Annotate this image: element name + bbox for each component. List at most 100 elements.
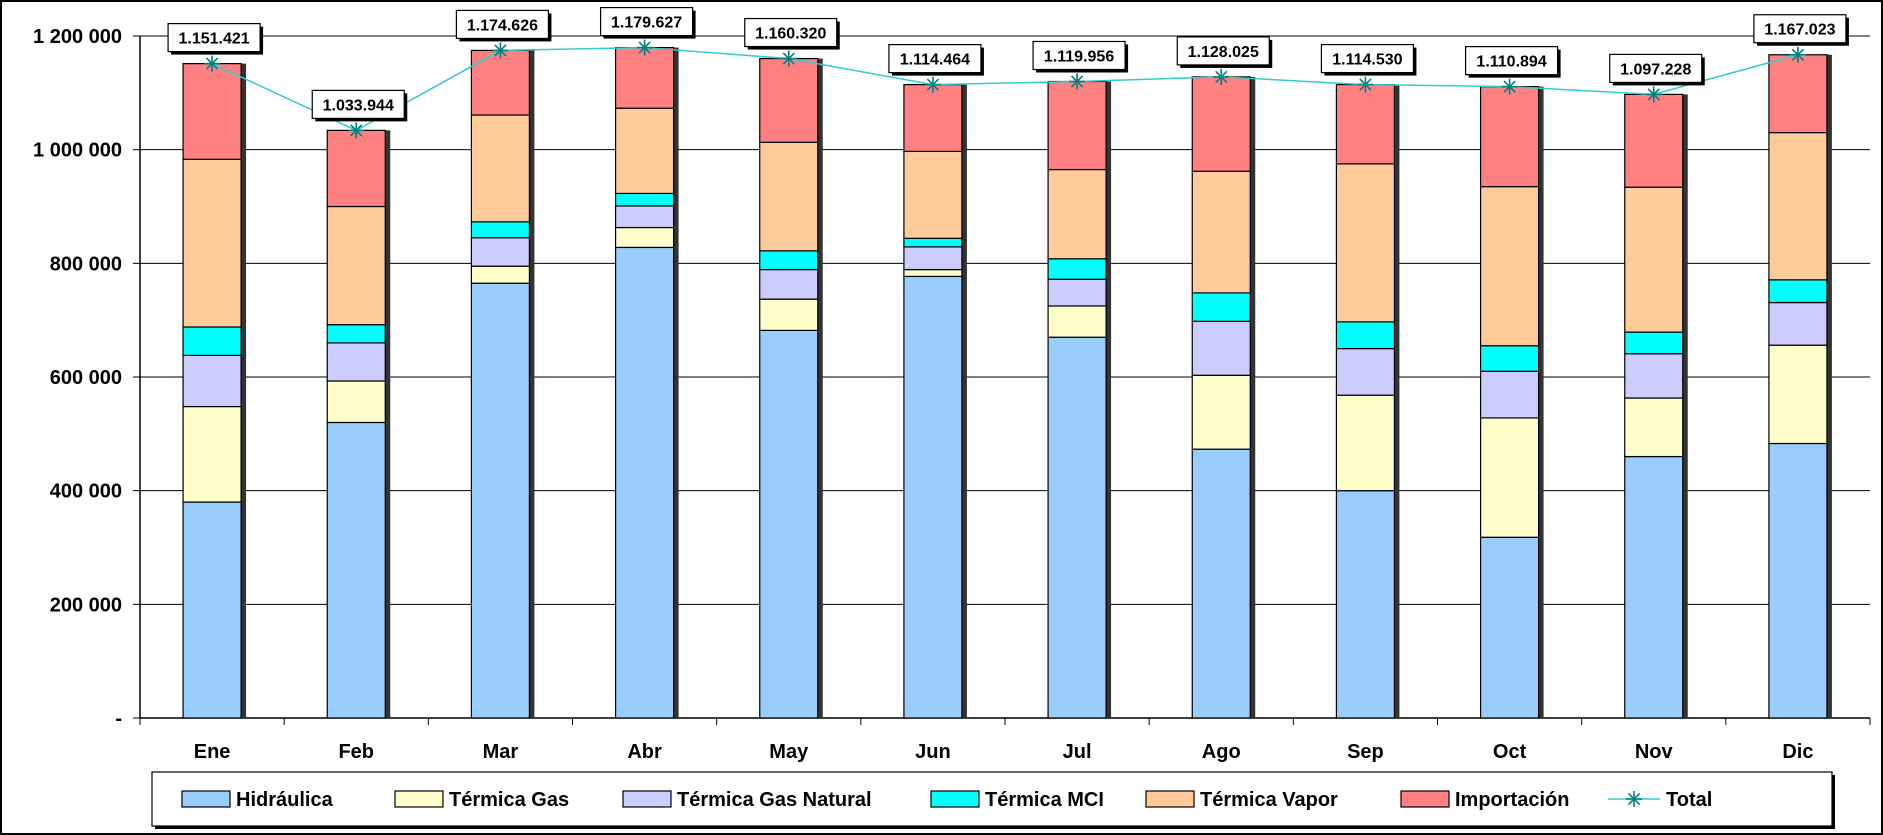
bar-importacion-dic <box>1768 54 1828 134</box>
total-marker-ago <box>1213 68 1230 85</box>
axes: - 200 000 400 000 600 000 800 000 1 000 000 1 … <box>33 26 1871 763</box>
legend-label: Hidráulica <box>236 789 334 811</box>
legend-item-importacion: Importación <box>1400 789 1569 811</box>
y-tick-label: 600 000 <box>50 367 122 389</box>
bar-termica-gas-dic <box>1768 344 1828 445</box>
legend: Hidráulica Térmica Gas Térmica Gas Natural… <box>151 771 1835 829</box>
bar-termica-mci-abr <box>614 192 675 207</box>
legend-swatch <box>1145 790 1195 808</box>
bar-hidraulica-mar <box>470 282 531 719</box>
y-tick-label: 1 000 000 <box>33 140 122 162</box>
legend-item-total: Total <box>1608 789 1712 811</box>
bar-termica-vapor-oct <box>1479 186 1540 347</box>
y-tick-label: 800 000 <box>50 253 122 275</box>
total-data-label-text: 1.174.626 <box>467 17 538 34</box>
total-data-label-jul: 1.119.956 <box>1032 40 1129 73</box>
total-data-label-abr: 1.179.627 <box>599 6 696 39</box>
bar-hidraulica-oct <box>1479 536 1540 719</box>
bar-importacion-ago <box>1191 76 1251 172</box>
legend-item-termica-gas-natural: Térmica Gas Natural <box>622 789 872 811</box>
y-tick-label: 1 200 000 <box>33 26 122 48</box>
bar-termica-gas-sep <box>1335 394 1396 492</box>
legend-swatch <box>930 790 980 808</box>
total-marker-feb <box>348 122 365 139</box>
total-data-label-text: 1.033.944 <box>323 97 394 114</box>
total-marker-sep <box>1357 76 1374 93</box>
total-marker-may <box>780 50 797 67</box>
bar-importacion-may <box>759 57 819 143</box>
total-marker-abr <box>636 39 653 56</box>
x-tick-label-oct: Oct <box>1493 741 1527 763</box>
bar-termica-mci-mar <box>470 221 531 239</box>
legend-item-termica-vapor: Térmica Vapor <box>1145 789 1338 811</box>
bar-importacion-feb <box>326 129 386 208</box>
bar-termica-vapor-ago <box>1191 170 1251 294</box>
bar-termica-gas-natural-jul <box>1047 278 1107 307</box>
bar-termica-gas-natural-sep <box>1335 347 1396 396</box>
bar-termica-vapor-jul <box>1047 168 1107 260</box>
total-data-label-text: 1.114.530 <box>1332 52 1402 69</box>
total-marker-jul <box>1069 73 1086 90</box>
total-data-label-text: 1.110.894 <box>1476 54 1546 71</box>
bar-termica-mci-sep <box>1335 321 1396 350</box>
bar-importacion-mar <box>470 49 531 116</box>
legend-label: Total <box>1666 789 1712 811</box>
total-marker-nov <box>1645 86 1662 103</box>
legend-label: Térmica MCI <box>985 789 1104 811</box>
legend-label: Térmica Gas Natural <box>677 789 872 811</box>
bar-importacion-ene <box>182 63 242 160</box>
total-marker-ene <box>204 55 221 72</box>
bar-termica-gas-natural-ene <box>182 354 242 408</box>
bar-termica-gas-jul <box>1047 305 1107 338</box>
bar-termica-mci-nov <box>1624 331 1684 355</box>
legend-item-hidraulica: Hidráulica <box>181 789 334 811</box>
bar-importacion-oct <box>1479 86 1540 188</box>
bar-termica-vapor-may <box>759 141 819 252</box>
total-data-label-ago: 1.128.025 <box>1176 36 1273 68</box>
total-data-label-text: 1.151.421 <box>178 31 249 48</box>
bar-hidraulica-feb <box>326 421 386 719</box>
total-data-label-dic: 1.167.023 <box>1753 14 1849 46</box>
total-data-label-text: 1.179.627 <box>611 15 682 32</box>
bar-hidraulica-dic <box>1768 442 1828 719</box>
bar-termica-mci-jun <box>903 237 963 248</box>
bar-termica-gas-natural-abr <box>614 205 675 229</box>
bar-importacion-jul <box>1047 80 1107 171</box>
bar-termica-vapor-feb <box>326 205 386 326</box>
bar-termica-vapor-nov <box>1624 186 1684 333</box>
bar-termica-gas-natural-dic <box>1768 301 1828 346</box>
legend-swatch <box>1400 790 1450 808</box>
bar-termica-gas-oct <box>1479 417 1540 538</box>
bar-termica-gas-mar <box>470 265 531 284</box>
total-marker-jun <box>924 76 941 93</box>
bar-hidraulica-sep <box>1335 490 1396 719</box>
bar-termica-gas-abr <box>614 226 675 249</box>
bar-importacion-nov <box>1624 93 1684 188</box>
y-tick-label: 200 000 <box>50 594 122 616</box>
bar-hidraulica-abr <box>614 246 675 719</box>
total-data-label-text: 1.114.464 <box>900 52 970 69</box>
legend-swatch <box>394 790 444 808</box>
total-data-label-text: 1.119.956 <box>1044 48 1114 65</box>
x-tick-label-ene: Ene <box>194 741 231 763</box>
bar-hidraulica-jul <box>1047 336 1107 719</box>
legend-item-termica-gas: Térmica Gas <box>394 789 569 811</box>
bars <box>182 46 1832 719</box>
bar-termica-mci-ago <box>1191 292 1251 322</box>
bar-hidraulica-ene <box>182 501 242 719</box>
bar-termica-gas-feb <box>326 380 386 424</box>
x-tick-label-feb: Feb <box>338 741 374 763</box>
bar-termica-vapor-dic <box>1768 132 1828 281</box>
bar-termica-vapor-jun <box>903 150 963 239</box>
x-tick-label-may: May <box>769 741 809 763</box>
x-tick-label-abr: Abr <box>627 741 662 763</box>
legend-label: Térmica Vapor <box>1200 789 1338 811</box>
bar-termica-gas-natural-may <box>759 268 819 300</box>
bar-termica-gas-may <box>759 298 819 331</box>
bar-termica-mci-jul <box>1047 258 1107 280</box>
bar-hidraulica-ago <box>1191 448 1251 719</box>
y-tick-label: - <box>115 708 122 730</box>
x-tick-label-jun: Jun <box>915 741 951 763</box>
